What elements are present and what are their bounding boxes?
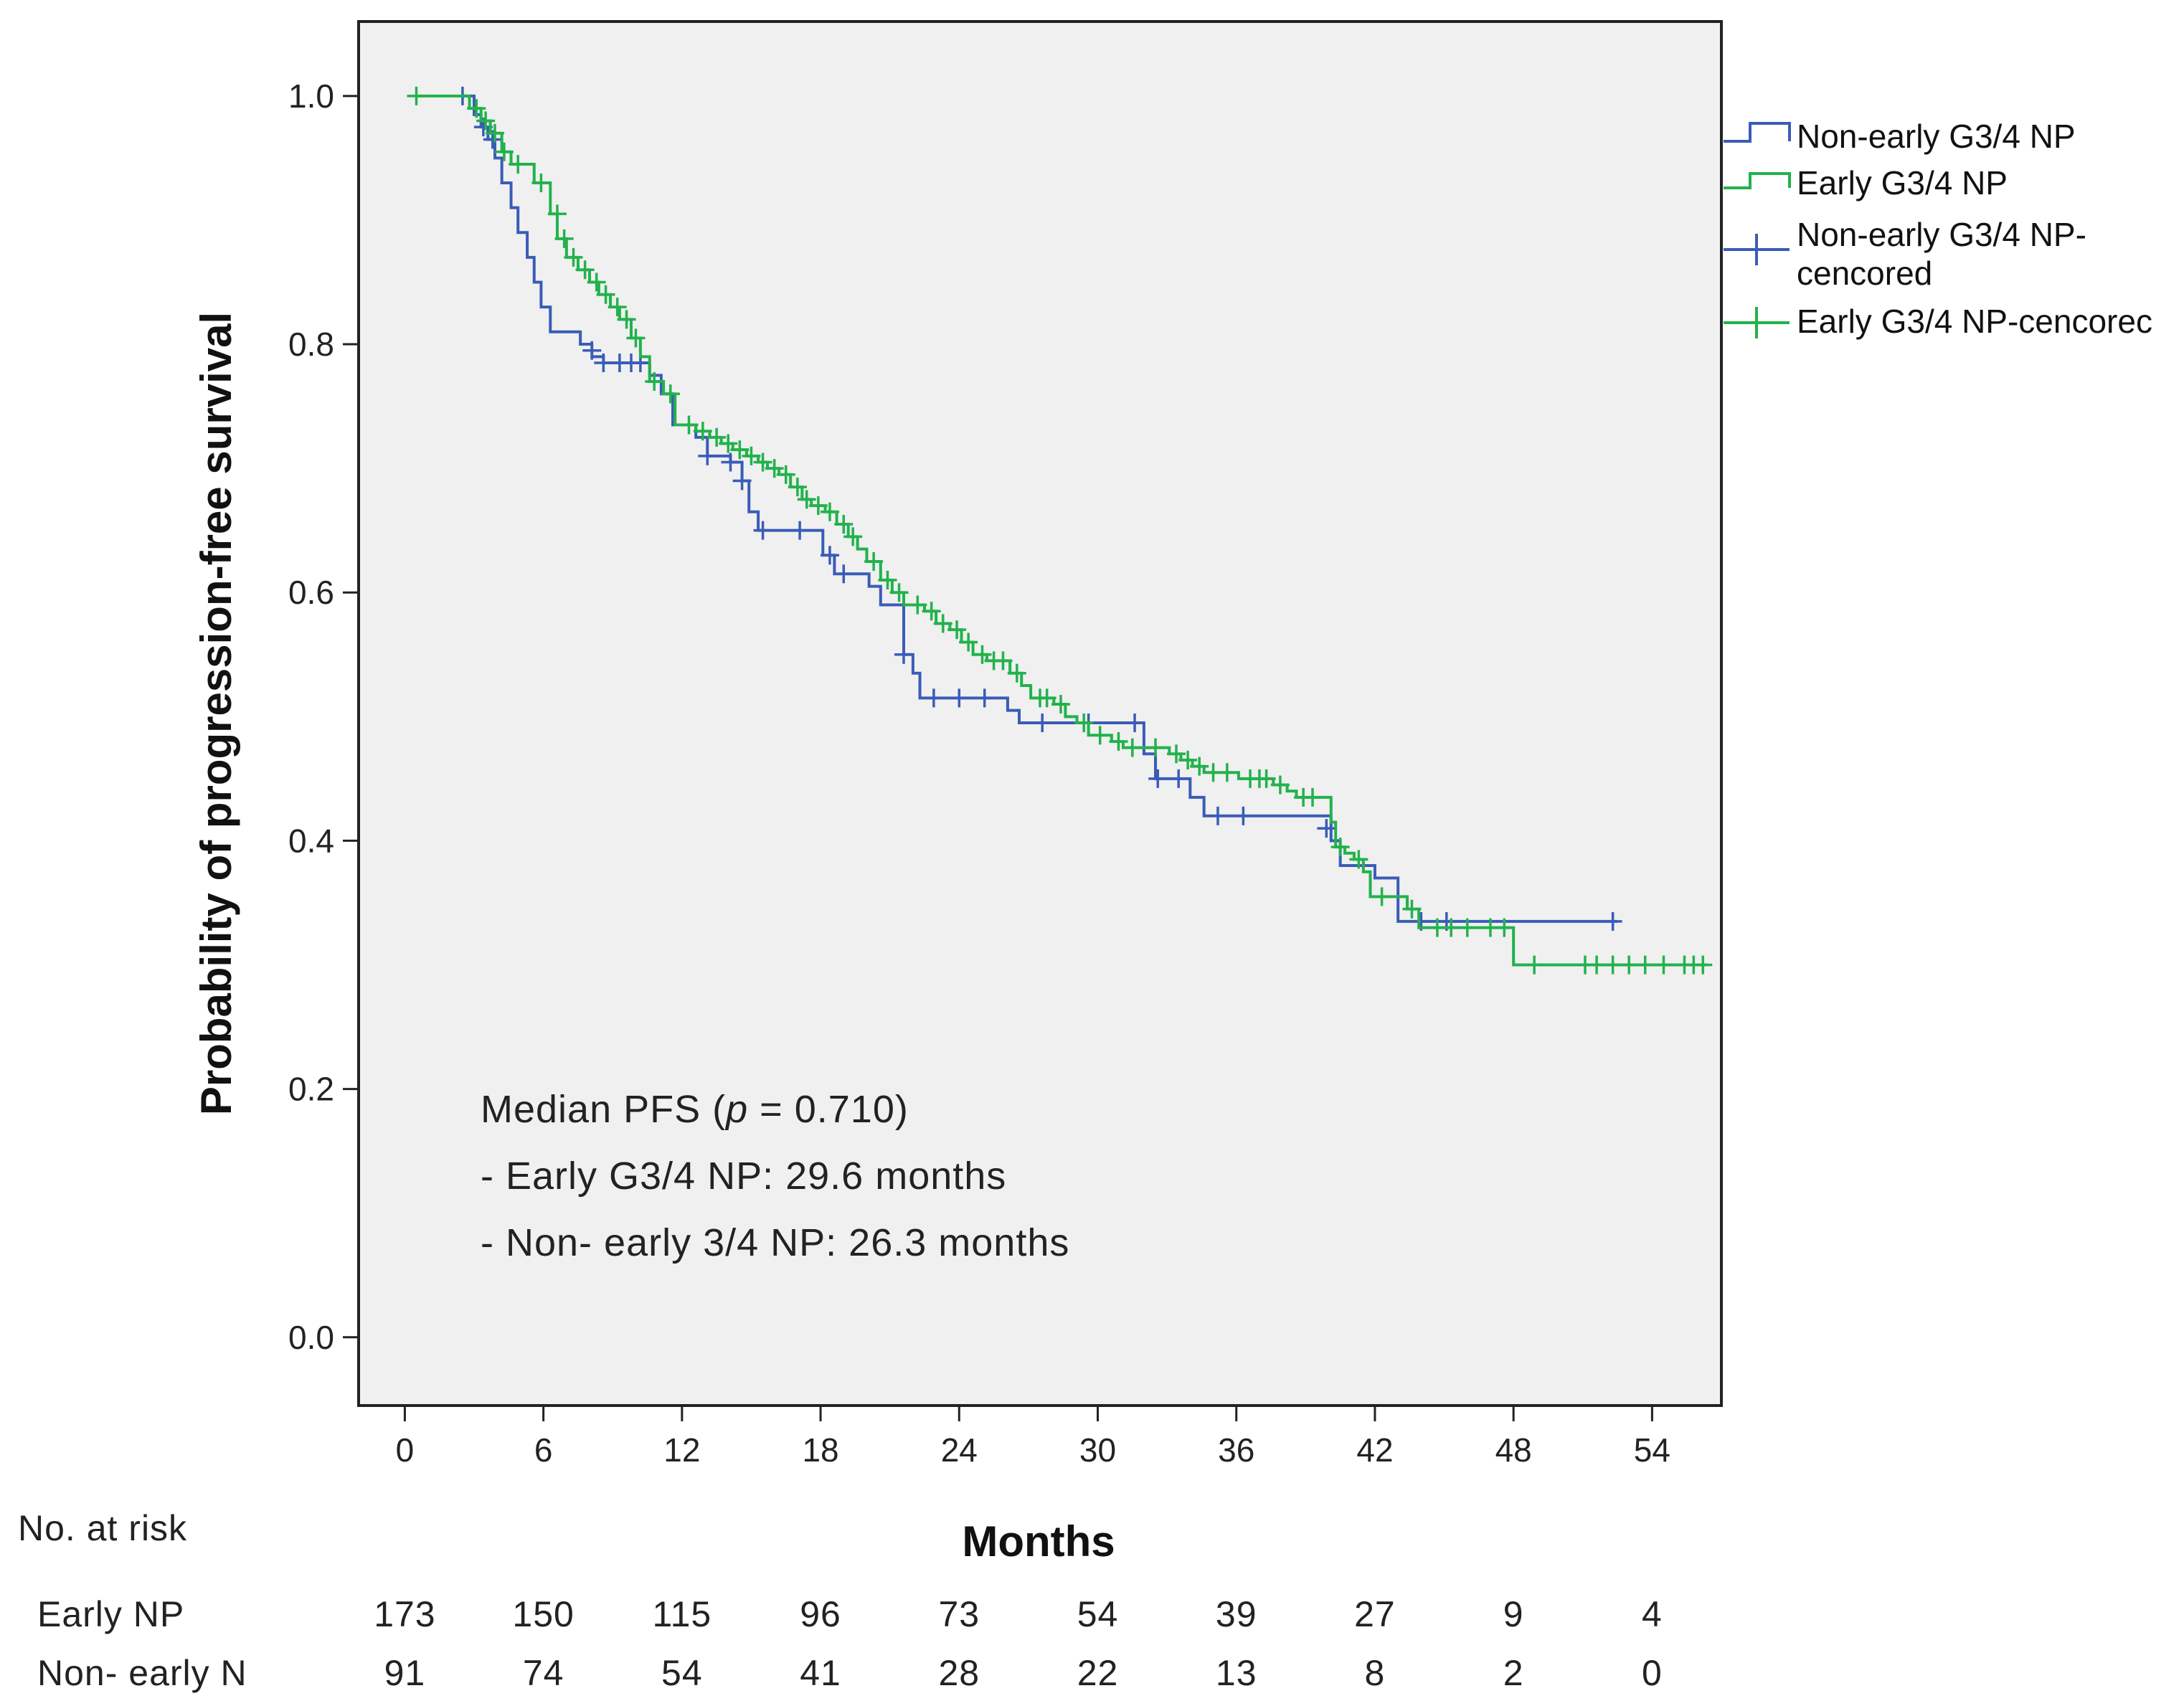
annotation-line-2: - Early G3/4 NP: 29.6 months <box>481 1155 1006 1198</box>
x-tick-label: 36 <box>1218 1431 1254 1469</box>
x-tick-label: 18 <box>802 1431 838 1469</box>
series-non_early <box>453 86 1622 931</box>
x-tick-label: 0 <box>396 1431 415 1469</box>
curves-layer <box>407 86 1713 975</box>
x-tick-label: 6 <box>534 1431 553 1469</box>
x-tick-label: 54 <box>1634 1431 1670 1469</box>
risk-row-label-early: Early NP <box>37 1594 184 1634</box>
y-axis-title: Probability of progression-free survival <box>192 312 240 1115</box>
series-early <box>407 86 1713 975</box>
risk-value: 2 <box>1503 1653 1524 1693</box>
risk-value: 54 <box>1077 1594 1119 1634</box>
x-tick-label: 24 <box>941 1431 978 1469</box>
annotation-line-3: - Non- early 3/4 NP: 26.3 months <box>481 1221 1069 1264</box>
risk-value: 91 <box>384 1653 426 1693</box>
legend-label-non-early: Non-early G3/4 NP <box>1797 118 2076 155</box>
annotation-p-symbol: p <box>724 1088 748 1131</box>
risk-value: 22 <box>1077 1653 1119 1693</box>
annotation-line-1: Median PFS (p = 0.710) <box>481 1088 909 1131</box>
risk-table-title: No. at risk <box>18 1508 187 1548</box>
legend-label-non-early-censored-1: Non-early G3/4 NP- <box>1797 216 2086 253</box>
risk-value: 41 <box>800 1653 841 1693</box>
risk-value: 96 <box>800 1594 841 1634</box>
legend-swatch-early-line <box>1724 172 1791 189</box>
legend: Non-early G3/4 NP Early G3/4 NP Non-earl… <box>1724 118 2152 340</box>
legend-item-early-line: Early G3/4 NP <box>1724 164 2008 202</box>
x-axis-title: Months <box>962 1517 1115 1565</box>
x-tick-label: 48 <box>1495 1431 1532 1469</box>
risk-value: 8 <box>1365 1653 1386 1693</box>
risk-value: 13 <box>1216 1653 1257 1693</box>
risk-value: 39 <box>1216 1594 1257 1634</box>
risk-value: 27 <box>1354 1594 1396 1634</box>
plot-area <box>357 20 1723 1407</box>
median-pfs-annotation: Median PFS (p = 0.710) - Early G3/4 NP: … <box>481 1088 1069 1264</box>
y-tick-label: 1.0 <box>288 77 334 115</box>
x-axis: 0 6 12 18 24 30 36 42 48 54 <box>396 1406 1670 1469</box>
risk-values: 173 150 115 96 73 54 39 27 9 4 91 74 54 41 28 22 13 8 2 0 <box>374 1594 1663 1693</box>
y-tick-label: 0.6 <box>288 574 334 611</box>
legend-label-early: Early G3/4 NP <box>1797 164 2008 202</box>
risk-value: 4 <box>1642 1594 1663 1634</box>
y-tick-label: 0.0 <box>288 1319 334 1356</box>
legend-item-non-early-censored: Non-early G3/4 NP- cencored <box>1724 216 2086 292</box>
x-tick-label: 30 <box>1079 1431 1116 1469</box>
y-tick-label: 0.8 <box>288 326 334 363</box>
risk-value: 54 <box>661 1653 703 1693</box>
risk-row-label-non-early: Non- early N <box>37 1653 247 1693</box>
annotation-line-1-prefix: Median PFS ( <box>481 1088 726 1131</box>
legend-label-early-censored: Early G3/4 NP-cencorec <box>1797 303 2152 340</box>
legend-item-early-censored: Early G3/4 NP-cencorec <box>1724 303 2152 340</box>
annotation-line-1-suffix: = 0.710) <box>748 1088 909 1131</box>
y-axis: 0.0 0.2 0.4 0.6 0.8 1.0 <box>288 77 359 1356</box>
x-tick-label: 42 <box>1356 1431 1393 1469</box>
legend-swatch-non-early-line <box>1724 122 1791 143</box>
risk-value: 9 <box>1503 1594 1524 1634</box>
risk-value: 0 <box>1642 1653 1663 1693</box>
y-tick-label: 0.2 <box>288 1071 334 1108</box>
legend-item-non-early-line: Non-early G3/4 NP <box>1724 118 2076 155</box>
risk-value: 173 <box>374 1594 435 1634</box>
legend-label-non-early-censored-2: cencored <box>1797 255 1932 292</box>
risk-value: 28 <box>938 1653 980 1693</box>
risk-table: No. at risk Early NP Non- early N 173 150… <box>18 1508 1663 1693</box>
risk-value: 73 <box>938 1594 980 1634</box>
risk-value: 115 <box>652 1594 712 1634</box>
risk-value: 150 <box>512 1594 574 1634</box>
risk-value: 74 <box>523 1653 564 1693</box>
x-tick-label: 12 <box>663 1431 700 1469</box>
y-tick-label: 0.4 <box>288 822 334 859</box>
